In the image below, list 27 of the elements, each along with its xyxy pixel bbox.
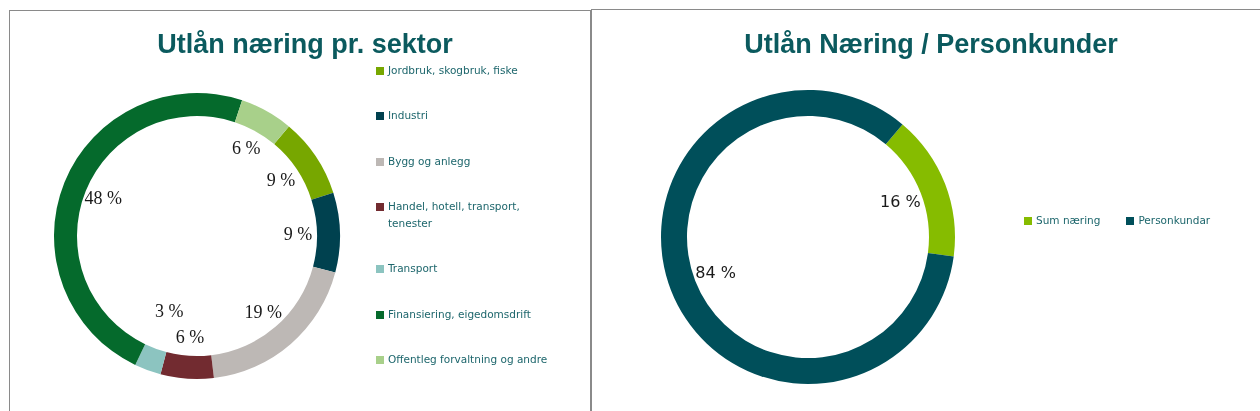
- legend-label: Industri: [388, 108, 428, 124]
- donut-slice: [661, 90, 954, 384]
- data-label: 6 %: [175, 326, 205, 347]
- chart-title: Utlån Næring / Personkunder: [743, 28, 1119, 61]
- data-label: 84 %: [695, 263, 737, 283]
- legend-label: Offentleg forvaltning og andre: [388, 351, 548, 367]
- data-label: 6 %: [232, 137, 261, 158]
- donut-slice: [160, 352, 214, 379]
- legend-label: Bygg og anlegg: [388, 153, 471, 169]
- donut-slice: [54, 93, 243, 365]
- donut-slice: [311, 192, 340, 273]
- data-label: 9 %: [283, 223, 313, 244]
- data-label: 48 %: [84, 188, 123, 209]
- legend-label: Jordbruk, skogbruk, fiske: [388, 63, 518, 78]
- legend-label: Personkundar: [1138, 213, 1211, 228]
- data-label: 9 %: [266, 169, 296, 190]
- data-label: 19 %: [244, 302, 283, 323]
- chart-title: Utlån næring pr. sektor: [156, 28, 454, 61]
- donut-slice: [135, 344, 167, 375]
- data-label: 16 %: [879, 191, 921, 211]
- legend-label: Finansiering, eigedomsdrift: [388, 306, 531, 322]
- donut-slice: [211, 266, 336, 378]
- legend-label: Transport: [388, 261, 438, 277]
- donut-slice: [274, 126, 334, 200]
- data-label: 3 %: [155, 301, 184, 322]
- legend-label: Handel, hotell, transport, tenester: [388, 199, 521, 231]
- legend-label: Sum næring: [1036, 213, 1101, 228]
